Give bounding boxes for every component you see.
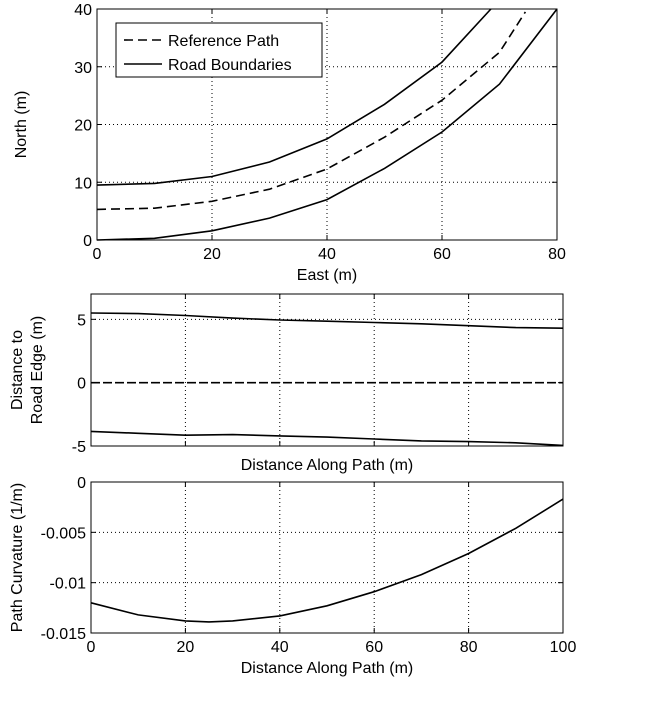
bot-ytick-label-0: 0 (77, 475, 86, 492)
bot-plot: 0 20 40 60 80 100 0 -0.005 -0.01 -0.015 Distance A… (9, 475, 576, 677)
mid-plot: -5 0 5 Distance Along Path (m) Distance to Ro… (9, 293, 564, 474)
top-xtick-label-3: 60 (433, 246, 451, 263)
top-series-1 (96, 8, 492, 186)
bot-axes-box (90, 481, 564, 634)
legend-label-1: Road Boundaries (168, 57, 292, 74)
mid-xlabel: Distance Along Path (m) (241, 457, 414, 474)
top-xtick-label-0: 0 (93, 246, 102, 263)
top-xlabel: East (m) (297, 267, 357, 284)
top-plot: 0 20 40 60 80 0 10 20 30 40 East (m) North (m) (13, 2, 566, 284)
mid-ylabel-line-0: Distance to (9, 330, 26, 410)
bot-ylabel: Path Curvature (1/m) (9, 483, 26, 632)
bot-xtick-label-5: 100 (550, 639, 577, 656)
bot-xtick-label-4: 80 (460, 639, 478, 656)
top-ytick-label-3: 30 (74, 60, 92, 77)
mid-series-2 (90, 430, 564, 447)
mid-ylabel-line-1: Road Edge (m) (29, 316, 46, 425)
mid-ytick-label-2: 5 (77, 312, 86, 329)
top-ytick-label-4: 40 (74, 2, 92, 19)
top-xtick-label-2: 40 (318, 246, 336, 263)
mid-ytick-label-0: -5 (72, 439, 86, 456)
top-ytick-label-2: 20 (74, 118, 92, 135)
bot-xtick-label-2: 40 (271, 639, 289, 656)
bot-ytick-label-3: -0.015 (41, 626, 86, 643)
top-series-0 (96, 11, 527, 211)
legend-label-0: Reference Path (168, 33, 279, 50)
top-ytick-label-0: 0 (83, 233, 92, 250)
top-ytick-label-1: 10 (74, 175, 92, 192)
bot-ytick-label-2: -0.01 (50, 576, 87, 593)
mid-axes-box (90, 293, 564, 447)
top-xtick-label-4: 80 (548, 246, 566, 263)
bot-xlabel: Distance Along Path (m) (241, 660, 414, 677)
top-series-2 (96, 8, 558, 241)
top-xtick-label-1: 20 (203, 246, 221, 263)
bot-xtick-label-1: 20 (177, 639, 195, 656)
top-ylabel: North (m) (13, 91, 30, 159)
bot-ytick-label-1: -0.005 (41, 525, 86, 542)
bot-xtick-label-3: 60 (365, 639, 383, 656)
bot-series-0 (90, 498, 564, 623)
bot-xtick-label-0: 0 (87, 639, 96, 656)
mid-series-0 (90, 312, 564, 329)
mid-ytick-label-1: 0 (77, 376, 86, 393)
legend: Reference Path Road Boundaries (115, 22, 323, 78)
legend-box (115, 22, 323, 78)
